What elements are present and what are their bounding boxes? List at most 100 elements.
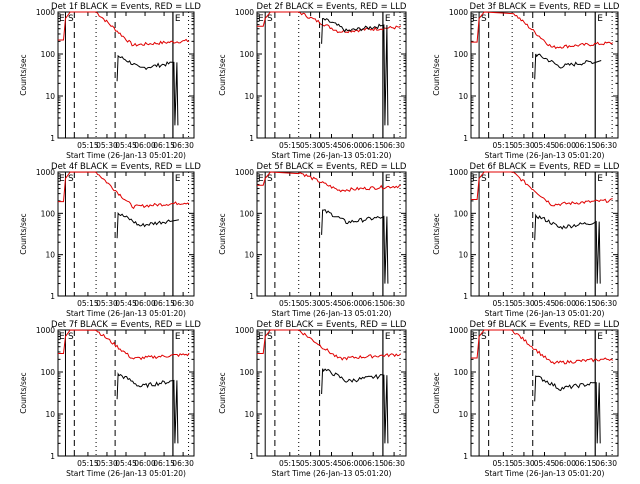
x-tick-label: 06:15 [362, 141, 384, 150]
x-tick-label: 06:00 [554, 141, 576, 150]
y-axis-label: Counts/sec [432, 54, 441, 95]
x-tick-label: 06:00 [134, 299, 156, 308]
series-events-line [321, 17, 389, 126]
panel-det-1: Det 1f BLACK = Events, RED = LLD 1 10 100 10… [19, 2, 201, 160]
series-events-line [534, 213, 601, 284]
x-tick-label: 05:45 [534, 459, 556, 468]
x-tick-label: 06:00 [342, 299, 364, 308]
x-tick-label: 06:30 [595, 459, 617, 468]
x-tick-label: 06:15 [575, 141, 597, 150]
x-tick-label: 06:30 [172, 141, 194, 150]
series-events-line [321, 368, 389, 444]
x-tick-label: 06:30 [595, 141, 617, 150]
y-axis-label: Counts/sec [432, 372, 441, 413]
y-tick-label: 100 [240, 209, 255, 218]
x-tick-label: 05:15 [77, 141, 99, 150]
x-tick-label: 05:30 [300, 299, 322, 308]
x-tick-label: 05:30 [300, 141, 322, 150]
series-events-line [534, 375, 601, 444]
y-tick-label: 10 [45, 92, 55, 101]
series-lld-line [58, 329, 190, 361]
y-tick-label: 1 [249, 452, 254, 461]
x-tick-label: 06:30 [172, 459, 194, 468]
y-tick-label: 100 [41, 50, 56, 59]
x-tick-label: 05:15 [493, 459, 515, 468]
panel-det-5: Det 5f BLACK = Events, RED = LLD 1 10 100 10… [218, 162, 407, 318]
x-tick-label: 05:45 [115, 459, 137, 468]
series-events-line [116, 54, 179, 126]
x-tick-label: 05:45 [534, 141, 556, 150]
x-axis-label: Start Time (26-Jan-13 05:01:20) [66, 151, 186, 160]
flag-label: E [175, 332, 181, 342]
flag-label: E [385, 332, 391, 342]
x-tick-label: 06:00 [554, 459, 576, 468]
x-tick-label: 05:30 [96, 459, 118, 468]
panel-title: Det 5f BLACK = Events, RED = LLD [257, 162, 407, 172]
y-tick-label: 1 [50, 452, 55, 461]
panel-title: Det 2f BLACK = Events, RED = LLD [257, 2, 407, 12]
x-axis-label: Start Time (26-Jan-13 05:01:20) [272, 309, 392, 318]
panel-det-7: Det 7f BLACK = Events, RED = LLD 1 10 100 10… [19, 320, 201, 478]
panel-det-3: Det 3f BLACK = Events, RED = LLD 1 10 100 10… [432, 2, 620, 160]
x-tick-label: 05:30 [513, 299, 535, 308]
plot-frame [256, 171, 407, 297]
x-tick-label: 05:30 [96, 141, 118, 150]
x-tick-label: 05:30 [300, 459, 322, 468]
x-tick-label: 06:30 [383, 459, 405, 468]
y-tick-label: 1000 [36, 326, 55, 335]
x-tick-label: 06:00 [134, 459, 156, 468]
flag-label: E [258, 14, 264, 24]
y-tick-label: 100 [240, 368, 255, 377]
y-tick-label: 1000 [449, 326, 468, 335]
y-tick-label: 100 [240, 50, 255, 59]
y-tick-label: 1 [249, 292, 254, 301]
x-axis-label: Start Time (26-Jan-13 05:01:20) [272, 151, 392, 160]
series-lld-line [58, 11, 190, 47]
panel-det-4: Det 4f BLACK = Events, RED = LLD 1 10 100 10… [19, 162, 201, 318]
y-tick-label: 10 [45, 251, 55, 260]
y-tick-label: 1000 [449, 8, 468, 17]
x-tick-label: 06:00 [342, 459, 364, 468]
y-tick-label: 1000 [36, 8, 55, 17]
y-tick-label: 1000 [449, 168, 468, 177]
x-tick-label: 05:45 [115, 299, 137, 308]
x-tick-label: 06:00 [342, 141, 364, 150]
y-tick-label: 1 [463, 452, 468, 461]
x-axis-label: Start Time (26-Jan-13 05:01:20) [66, 469, 186, 478]
x-tick-label: 05:45 [321, 141, 343, 150]
x-axis-label: Start Time (26-Jan-13 05:01:20) [485, 151, 605, 160]
x-tick-label: 06:30 [595, 299, 617, 308]
flag-label: S [68, 332, 74, 342]
x-axis-label: Start Time (26-Jan-13 05:01:20) [485, 309, 605, 318]
series-lld-line [58, 171, 190, 210]
flag-label: E [258, 332, 264, 342]
y-tick-label: 10 [244, 251, 254, 260]
flag-label: S [481, 174, 487, 184]
flag-label: E [385, 174, 391, 184]
x-tick-label: 05:15 [279, 141, 301, 150]
x-tick-label: 05:30 [513, 141, 535, 150]
y-axis-label: Counts/sec [19, 213, 28, 254]
y-tick-label: 1 [50, 134, 55, 143]
x-tick-label: 05:45 [321, 299, 343, 308]
x-tick-label: 06:15 [153, 299, 175, 308]
x-axis-label: Start Time (26-Jan-13 05:01:20) [66, 309, 186, 318]
series-lld-line [257, 171, 401, 193]
series-lld-line [471, 11, 614, 50]
x-tick-label: 05:15 [493, 141, 515, 150]
flag-label: E [597, 14, 603, 24]
panel-det-9: Det 9f BLACK = Events, RED = LLD 1 10 100 10… [432, 320, 620, 478]
y-tick-label: 1 [249, 134, 254, 143]
series-events-line [321, 209, 389, 284]
y-tick-label: 100 [41, 209, 56, 218]
plot-frame [470, 11, 619, 139]
y-tick-label: 10 [458, 92, 468, 101]
x-tick-label: 05:45 [321, 459, 343, 468]
panel-det-2: Det 2f BLACK = Events, RED = LLD 1 10 100 10… [218, 2, 407, 160]
y-tick-label: 10 [244, 92, 254, 101]
x-tick-label: 06:15 [575, 299, 597, 308]
series-lld-line [257, 329, 402, 361]
series-lld-line [471, 329, 614, 365]
